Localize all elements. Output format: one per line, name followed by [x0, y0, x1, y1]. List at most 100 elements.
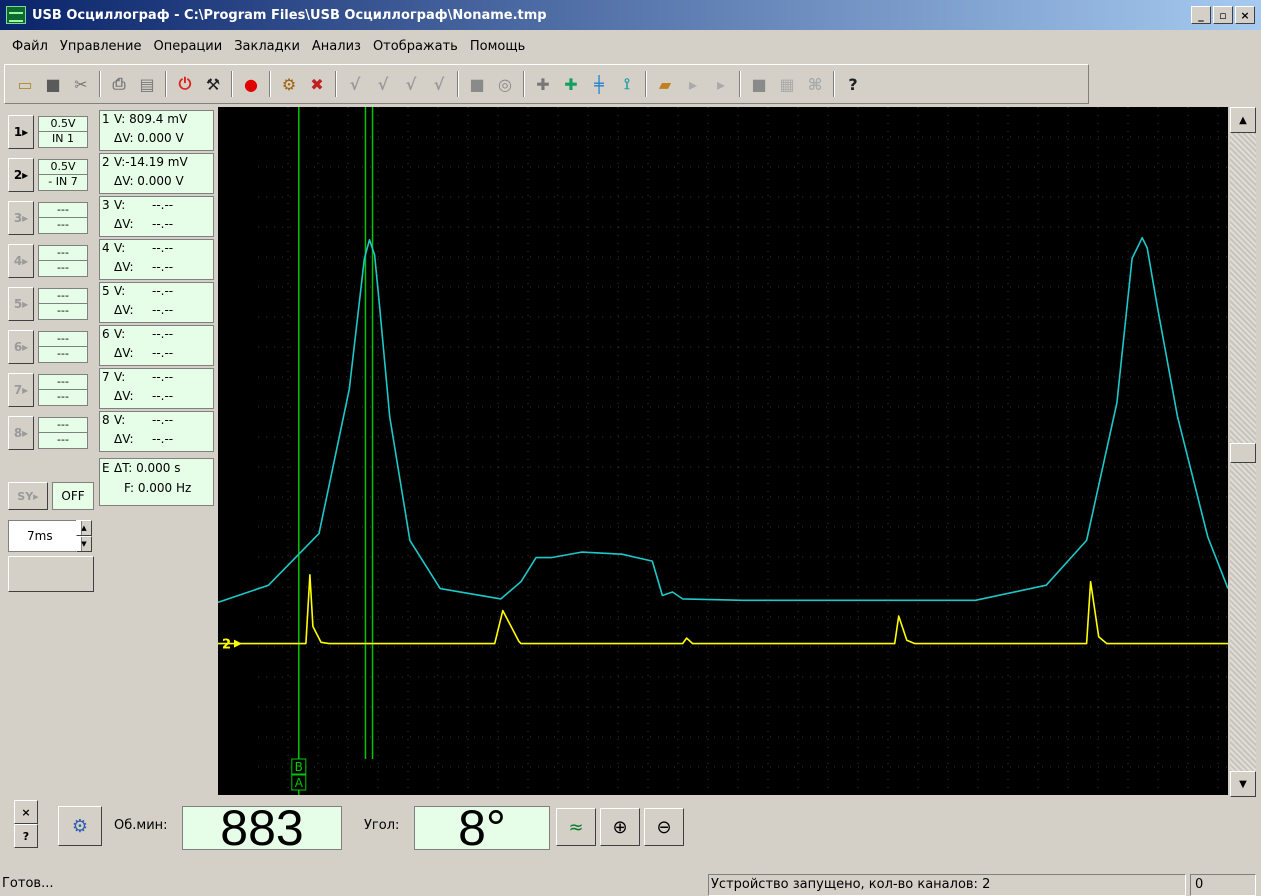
check-1-icon[interactable]: √	[349, 74, 361, 94]
scroll-thumb[interactable]	[1230, 443, 1256, 463]
cursor-label-box[interactable]	[291, 758, 307, 775]
cursor-label-box[interactable]	[291, 774, 307, 791]
menu-operations[interactable]: Операции	[153, 39, 223, 54]
print-preview-icon[interactable]: ▤	[139, 74, 155, 94]
check-3-icon[interactable]: √	[405, 74, 417, 94]
channel-input[interactable]: - IN 7	[38, 175, 88, 191]
power-icon[interactable]: ⏻	[178, 74, 192, 93]
channel-7-button[interactable]: 7▸	[8, 373, 34, 407]
open-data-icon[interactable]: ▰	[658, 74, 672, 94]
channel-4-measurement: 4 V: --.-- ΔV: --.--	[99, 239, 214, 280]
grid-icon[interactable]: ▦	[779, 74, 795, 94]
timebase-spinner[interactable]: ▲ ▼	[76, 520, 92, 552]
maximize-button[interactable]: ▫	[1213, 6, 1233, 24]
delta-voltage-value: --.--	[152, 346, 174, 360]
channel-input[interactable]: ---	[38, 261, 88, 277]
cursor-4-icon[interactable]: ⟟	[624, 74, 630, 93]
blank-button[interactable]	[8, 556, 94, 592]
device-settings-icon[interactable]: ⚙	[58, 806, 102, 846]
channel-range[interactable]: ---	[38, 374, 88, 390]
channel-7-measurement: 7 V: --.-- ΔV: --.--	[99, 368, 214, 409]
open-folder-icon[interactable]: ▭	[17, 74, 33, 94]
zoom-out-icon[interactable]: ⊖	[644, 808, 684, 846]
channel-range[interactable]: ---	[38, 288, 88, 304]
cursor-label: A	[295, 776, 304, 790]
channel-row-5: 5▸ --- ---	[8, 284, 96, 324]
magnify-grid-icon[interactable]: ◎	[498, 74, 512, 94]
channel-2-button[interactable]: 2▸	[8, 158, 34, 192]
channel-range[interactable]: ---	[38, 245, 88, 261]
spin-down-icon[interactable]: ▼	[76, 536, 92, 552]
channel-1-button[interactable]: 1▸	[8, 115, 34, 149]
help-icon[interactable]: ?	[848, 74, 858, 94]
channel-input[interactable]: ---	[38, 347, 88, 363]
hammer-icon[interactable]: ⚒	[205, 74, 221, 94]
sync-button[interactable]: SY▸	[8, 482, 48, 510]
channel-input[interactable]: ---	[38, 390, 88, 406]
extra-measurement: E ΔT: 0.000 s F: 0.000 Hz	[99, 458, 214, 506]
menu-analysis[interactable]: Анализ	[311, 39, 361, 54]
cursor-3-icon[interactable]: ╪	[594, 74, 604, 94]
speed-1-icon[interactable]: ▸	[688, 74, 698, 94]
channel-2-marker[interactable]: 2	[222, 638, 231, 653]
delta-time-readout: ΔT: 0.000 s	[114, 461, 181, 475]
channel-8-button[interactable]: 8▸	[8, 416, 34, 450]
channel-range[interactable]: ---	[38, 202, 88, 218]
tool-2-icon[interactable]: ✖	[310, 74, 324, 94]
menu-help[interactable]: Помощь	[469, 39, 526, 54]
menu-bar: Файл Управление Операции Закладки Анализ…	[0, 36, 531, 58]
zoom-in-icon[interactable]: ⊕	[600, 808, 640, 846]
channel-6-button[interactable]: 6▸	[8, 330, 34, 364]
channel-2-measurement: 2 V:-14.19 mV ΔV: 0.000 V	[99, 153, 214, 194]
record-icon[interactable]: ●	[244, 74, 258, 94]
menu-control[interactable]: Управление	[59, 39, 142, 54]
check-4-icon[interactable]: √	[433, 74, 445, 94]
toolbar-separator	[335, 71, 337, 97]
menu-file[interactable]: Файл	[12, 39, 48, 54]
check-2-icon[interactable]: √	[377, 74, 389, 94]
help-small-button[interactable]: ?	[14, 824, 38, 848]
channel-2-marker-arrow-icon[interactable]	[234, 639, 242, 648]
save-disk-icon[interactable]: ■	[45, 74, 61, 94]
channel-number: 2	[102, 155, 110, 169]
toolbar-separator	[269, 71, 271, 97]
delta-voltage-value: --.--	[152, 432, 174, 446]
cursor-2-icon[interactable]: ✚	[564, 74, 578, 94]
crosshair-icon[interactable]: ⌘	[807, 74, 823, 94]
channel-5-button[interactable]: 5▸	[8, 287, 34, 321]
channel-number: 5	[102, 284, 110, 298]
speed-2-icon[interactable]: ▸	[716, 74, 726, 94]
cursor-1-icon[interactable]: ✚	[536, 74, 550, 94]
toolbar-separator	[231, 71, 233, 97]
channel-4-button[interactable]: 4▸	[8, 244, 34, 278]
channel-input[interactable]: ---	[38, 304, 88, 320]
print-icon[interactable]: ⎙	[112, 74, 126, 93]
stop-icon[interactable]: ■	[469, 74, 485, 94]
close-button[interactable]: ×	[1235, 6, 1255, 24]
channel-3-button[interactable]: 3▸	[8, 201, 34, 235]
spin-up-icon[interactable]: ▲	[76, 520, 92, 536]
channel-range[interactable]: ---	[38, 331, 88, 347]
minimize-button[interactable]: _	[1191, 6, 1211, 24]
channel-range[interactable]: 0.5V	[38, 159, 88, 175]
scroll-up-arrow-icon[interactable]: ▲	[1230, 107, 1256, 133]
stop-2-icon[interactable]: ■	[751, 74, 767, 94]
timebase-field[interactable]: 7ms	[8, 520, 82, 552]
tool-1-icon[interactable]: ⚙	[281, 74, 297, 94]
close-small-button[interactable]: ×	[14, 800, 38, 824]
menu-bookmarks[interactable]: Закладки	[234, 39, 300, 54]
sync-state[interactable]: OFF	[52, 482, 94, 510]
scroll-down-arrow-icon[interactable]: ▼	[1230, 771, 1256, 797]
toolbar-separator	[645, 71, 647, 97]
menu-display[interactable]: Отображать	[372, 39, 458, 54]
cut-icon[interactable]: ✂	[74, 74, 88, 94]
channel-range[interactable]: 0.5V	[38, 116, 88, 132]
vertical-scrollbar[interactable]: ▲ ▼	[1230, 107, 1256, 797]
toolbar-separator	[523, 71, 525, 97]
channel-input[interactable]: ---	[38, 218, 88, 234]
channel-range[interactable]: ---	[38, 417, 88, 433]
channel-input[interactable]: IN 1	[38, 132, 88, 148]
channel-input[interactable]: ---	[38, 433, 88, 449]
filter-wave-icon[interactable]: ≈	[556, 808, 596, 846]
